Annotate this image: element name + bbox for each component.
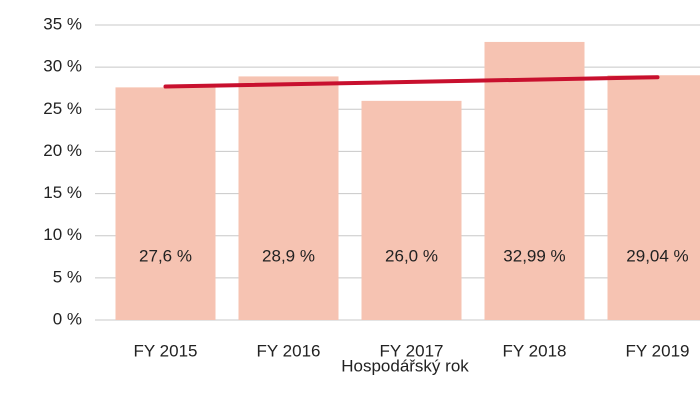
- bar: [607, 75, 700, 320]
- y-tick-label: 30 %: [43, 57, 82, 76]
- y-tick-label: 20 %: [43, 141, 82, 160]
- x-tick-label: FY 2019: [626, 341, 690, 360]
- y-tick-label: 10 %: [43, 225, 82, 244]
- y-tick-label: 35 %: [43, 14, 82, 33]
- y-tick-label: 15 %: [43, 183, 82, 202]
- y-tick-label: 5 %: [53, 267, 82, 286]
- bar: [484, 41, 585, 320]
- data-label: 28,9 %: [262, 246, 315, 265]
- data-label: 32,99 %: [503, 246, 565, 265]
- x-tick-label: FY 2016: [257, 341, 321, 360]
- data-label: 29,04 %: [626, 246, 688, 265]
- data-label: 27,6 %: [139, 246, 192, 265]
- data-label: 26,0 %: [385, 246, 438, 265]
- y-tick-label: 0 %: [53, 309, 82, 328]
- x-tick-label: FY 2018: [503, 341, 567, 360]
- bar: [361, 100, 462, 320]
- y-tick-label: 25 %: [43, 99, 82, 118]
- bar: [115, 87, 216, 320]
- x-axis-label: Hospodářský rok: [341, 356, 469, 375]
- x-tick-label: FY 2017: [380, 341, 444, 360]
- trend-line: [163, 75, 660, 89]
- bar: [238, 76, 339, 321]
- x-tick-label: FY 2015: [134, 341, 198, 360]
